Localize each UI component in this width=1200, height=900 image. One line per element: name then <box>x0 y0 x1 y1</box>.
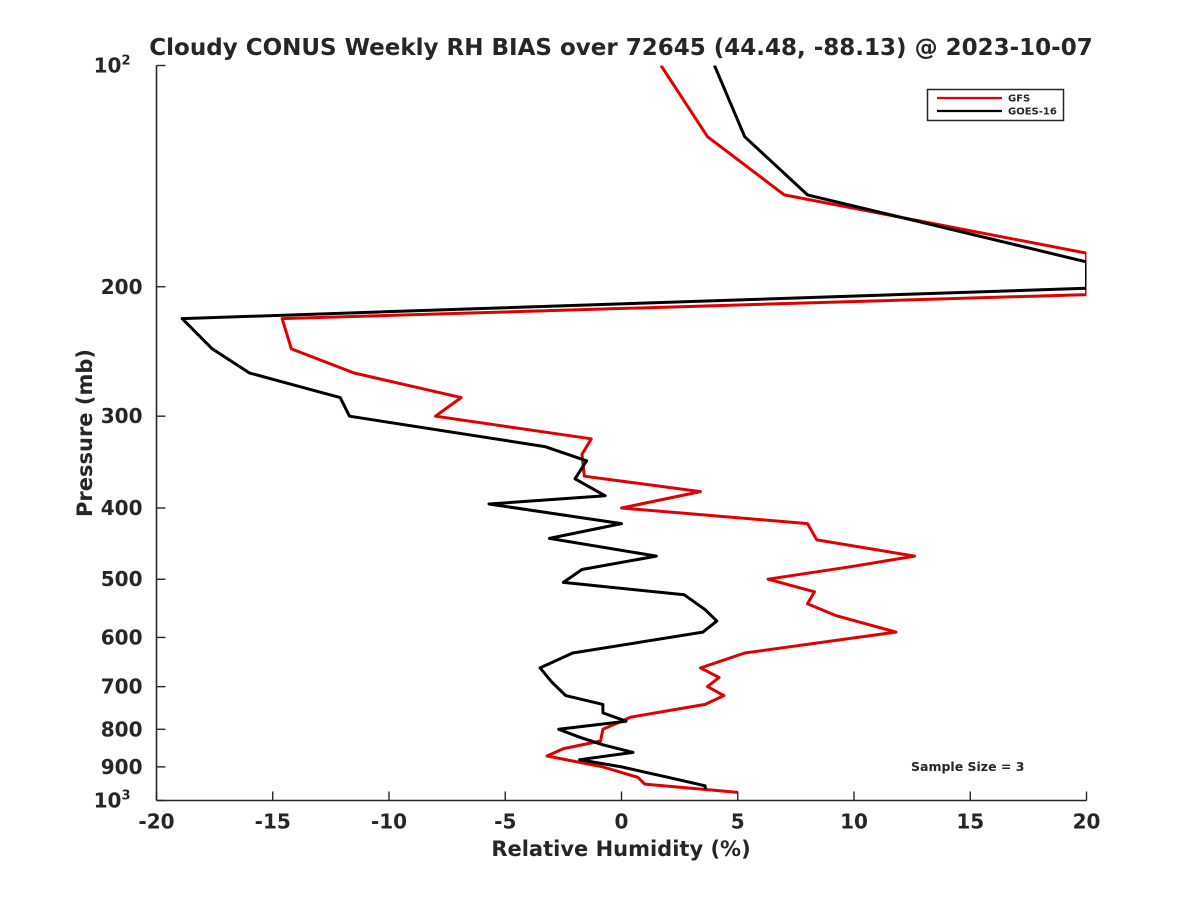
y-tick-label: 103 <box>94 789 131 813</box>
x-tick-label: -20 <box>138 810 174 834</box>
legend-label-gfs: GFS <box>1008 94 1030 105</box>
plot-axes-box <box>157 66 1087 801</box>
legend-label-goes-16: GOES-16 <box>1008 107 1057 118</box>
tick-labels: -20 -15 -10 -5 0 5 10 15 20 102 200 300 400 500 600 700… <box>94 54 1101 834</box>
x-tick-label: 20 <box>1073 810 1101 834</box>
y-tick-label: 600 <box>101 625 143 649</box>
y-tick-label: 102 <box>94 54 131 78</box>
legend: GFS GOES-16 <box>926 88 1065 122</box>
y-tick-label: 500 <box>101 567 143 591</box>
series-line-goes-16 <box>180 65 1087 790</box>
series-line-gfs <box>280 65 1087 794</box>
sample-size-annotation: Sample Size = 3 <box>911 759 1024 774</box>
x-tick-label: 0 <box>615 810 629 834</box>
x-tick-label: 10 <box>840 810 868 834</box>
y-tick-label: 900 <box>101 755 143 779</box>
x-tick-label: 15 <box>956 810 984 834</box>
x-tick-label: -15 <box>255 810 291 834</box>
x-tick-label: -5 <box>494 810 516 834</box>
x-axis-label: Relative Humidity (%) <box>491 837 750 861</box>
y-tick-label: 800 <box>101 717 143 741</box>
axes-layer <box>155 64 1088 802</box>
y-tick-label: 200 <box>101 275 143 299</box>
x-tick-label: 5 <box>731 810 745 834</box>
x-tick-label: -10 <box>371 810 407 834</box>
y-tick-label: 700 <box>101 675 143 699</box>
y-axis-label: Pressure (mb) <box>73 349 97 517</box>
legend-box <box>926 88 1065 122</box>
chart-title: Cloudy CONUS Weekly RH BIAS over 72645 (… <box>149 35 1092 61</box>
y-tick-label: 300 <box>101 404 143 428</box>
y-tick-label: 400 <box>101 496 143 520</box>
series-layer <box>180 65 1087 794</box>
